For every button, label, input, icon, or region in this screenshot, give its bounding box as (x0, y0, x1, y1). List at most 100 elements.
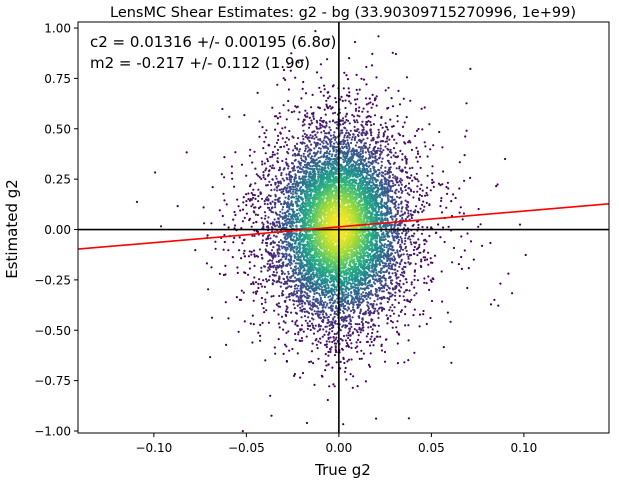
data-point (278, 217, 280, 219)
data-point (299, 303, 301, 305)
data-point (311, 350, 313, 352)
data-point (423, 256, 425, 258)
data-point (297, 285, 299, 287)
data-point (297, 137, 299, 139)
data-point (328, 363, 330, 365)
data-point (388, 139, 390, 141)
data-point (380, 188, 382, 190)
data-point (318, 127, 320, 129)
data-point (293, 222, 295, 224)
data-point (328, 341, 330, 343)
data-point (272, 179, 274, 181)
data-point (335, 349, 337, 351)
data-point (286, 137, 288, 139)
data-point (264, 301, 266, 303)
data-point (430, 279, 432, 281)
data-point (347, 344, 349, 346)
data-point (293, 251, 295, 253)
data-point (380, 200, 382, 202)
data-point (283, 353, 285, 355)
data-point (363, 108, 365, 110)
data-point (334, 385, 336, 387)
data-point (258, 120, 260, 122)
data-point (266, 158, 268, 160)
data-point (287, 210, 289, 212)
data-point (297, 331, 299, 333)
data-point (301, 143, 303, 145)
data-point (400, 248, 402, 250)
data-point (252, 315, 254, 317)
data-point (244, 272, 246, 274)
data-point (284, 236, 286, 238)
data-point (284, 141, 286, 143)
data-point (345, 115, 347, 117)
data-point (413, 294, 415, 296)
data-point (362, 323, 364, 325)
data-point (391, 97, 393, 99)
data-point (361, 129, 363, 131)
data-point (313, 384, 315, 386)
data-point (289, 213, 291, 215)
data-point (336, 294, 338, 296)
data-point (312, 362, 314, 364)
data-point (288, 138, 290, 140)
data-point (215, 248, 217, 250)
data-point (344, 127, 346, 129)
data-point (450, 321, 452, 323)
data-point (295, 268, 297, 270)
data-point (254, 194, 256, 196)
data-point (416, 178, 418, 180)
data-point (425, 192, 427, 194)
data-point (525, 254, 527, 256)
data-point (296, 290, 298, 292)
data-point (323, 156, 325, 158)
data-point (405, 234, 407, 236)
data-point (287, 152, 289, 154)
data-point (327, 143, 329, 145)
data-point (416, 191, 418, 193)
data-point (420, 265, 422, 267)
data-point (333, 134, 335, 136)
data-point (356, 341, 358, 343)
data-point (351, 138, 353, 140)
data-point (291, 348, 293, 350)
data-point (347, 78, 349, 80)
data-point (346, 113, 348, 115)
data-point (404, 243, 406, 245)
data-point (369, 98, 371, 100)
data-point (410, 210, 412, 212)
data-point (301, 328, 303, 330)
data-point (447, 312, 449, 314)
data-point (241, 164, 243, 166)
data-point (296, 193, 298, 195)
data-point (324, 109, 326, 111)
data-point (297, 184, 299, 186)
data-point (307, 311, 309, 313)
data-point (273, 265, 275, 267)
data-point (378, 157, 380, 159)
data-point (329, 348, 331, 350)
data-point (301, 309, 303, 311)
data-point (382, 127, 384, 129)
data-point (317, 358, 319, 360)
data-point (403, 361, 405, 363)
data-point (276, 214, 278, 216)
data-point (306, 422, 308, 424)
data-point (263, 176, 265, 178)
data-point (385, 141, 387, 143)
data-point (400, 286, 402, 288)
data-point (364, 147, 366, 149)
data-point (407, 141, 409, 143)
data-point (403, 271, 405, 273)
data-point (348, 137, 350, 139)
data-point (413, 176, 415, 178)
data-point (386, 137, 388, 139)
data-point (342, 143, 344, 145)
data-point (365, 292, 367, 294)
data-point (356, 141, 358, 143)
data-point (342, 147, 344, 149)
data-point (290, 186, 292, 188)
data-point (325, 312, 327, 314)
data-point (257, 92, 259, 94)
data-point (404, 157, 406, 159)
